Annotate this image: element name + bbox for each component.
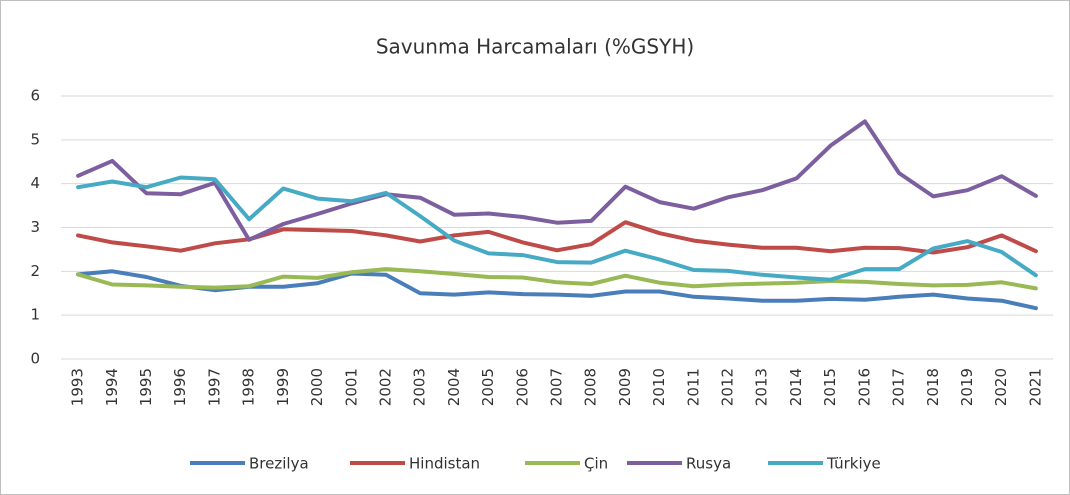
data-line (76, 220, 1038, 255)
x-tick-label: 2010 (650, 368, 668, 406)
x-tick-label: 2020 (992, 368, 1010, 406)
x-tick-label: 2016 (855, 368, 873, 406)
legend-label: Rusya (686, 455, 731, 473)
x-tick-label: 1994 (103, 368, 121, 406)
x-tick-label: 2009 (616, 368, 634, 406)
x-tick-label: 2008 (582, 368, 600, 406)
y-tick-label: 4 (30, 174, 40, 192)
y-tick-label: 6 (30, 87, 40, 105)
x-tick-label: 2012 (719, 368, 737, 406)
x-tick-label: 1999 (274, 368, 292, 406)
x-tick-label: 1995 (137, 368, 155, 406)
x-tick-label: 2015 (821, 368, 839, 406)
x-tick-label: 1997 (205, 368, 223, 406)
x-tick-label: 2000 (308, 368, 326, 406)
x-tick-label: 2011 (684, 368, 702, 406)
y-tick-label: 1 (30, 306, 40, 324)
x-tick-label: 2013 (753, 368, 771, 406)
data-line (76, 119, 1038, 242)
x-tick-label: 2021 (1026, 368, 1044, 406)
x-tick-label: 2007 (548, 368, 566, 406)
legend-label: Çin (584, 455, 608, 473)
x-tick-label: 2002 (376, 368, 394, 406)
x-tick-label: 1996 (171, 368, 189, 406)
x-tick-label: 2001 (342, 368, 360, 406)
y-tick-label: 0 (30, 350, 40, 368)
x-tick-label: 2018 (924, 368, 942, 406)
y-tick-label: 5 (30, 130, 40, 148)
x-tick-label: 2004 (445, 368, 463, 406)
data-line (76, 175, 1038, 282)
x-tick-label: 1998 (240, 368, 258, 406)
x-tick-label: 2017 (890, 368, 908, 406)
legend-label: Hindistan (409, 455, 480, 473)
x-tick-label: 2006 (513, 368, 531, 406)
x-tick-label: 1993 (69, 368, 87, 406)
x-tick-label: 2019 (958, 368, 976, 406)
x-tick-label: 2005 (479, 368, 497, 406)
y-tick-label: 3 (30, 218, 40, 236)
legend-label: Türkiye (826, 455, 881, 473)
chart-title: Savunma Harcamaları (%GSYH) (376, 35, 694, 59)
legend-label: Brezilya (249, 455, 309, 473)
x-tick-label: 2003 (411, 368, 429, 406)
x-tick-label: 2014 (787, 368, 805, 406)
y-tick-label: 2 (30, 262, 40, 280)
data-line (76, 267, 1038, 291)
